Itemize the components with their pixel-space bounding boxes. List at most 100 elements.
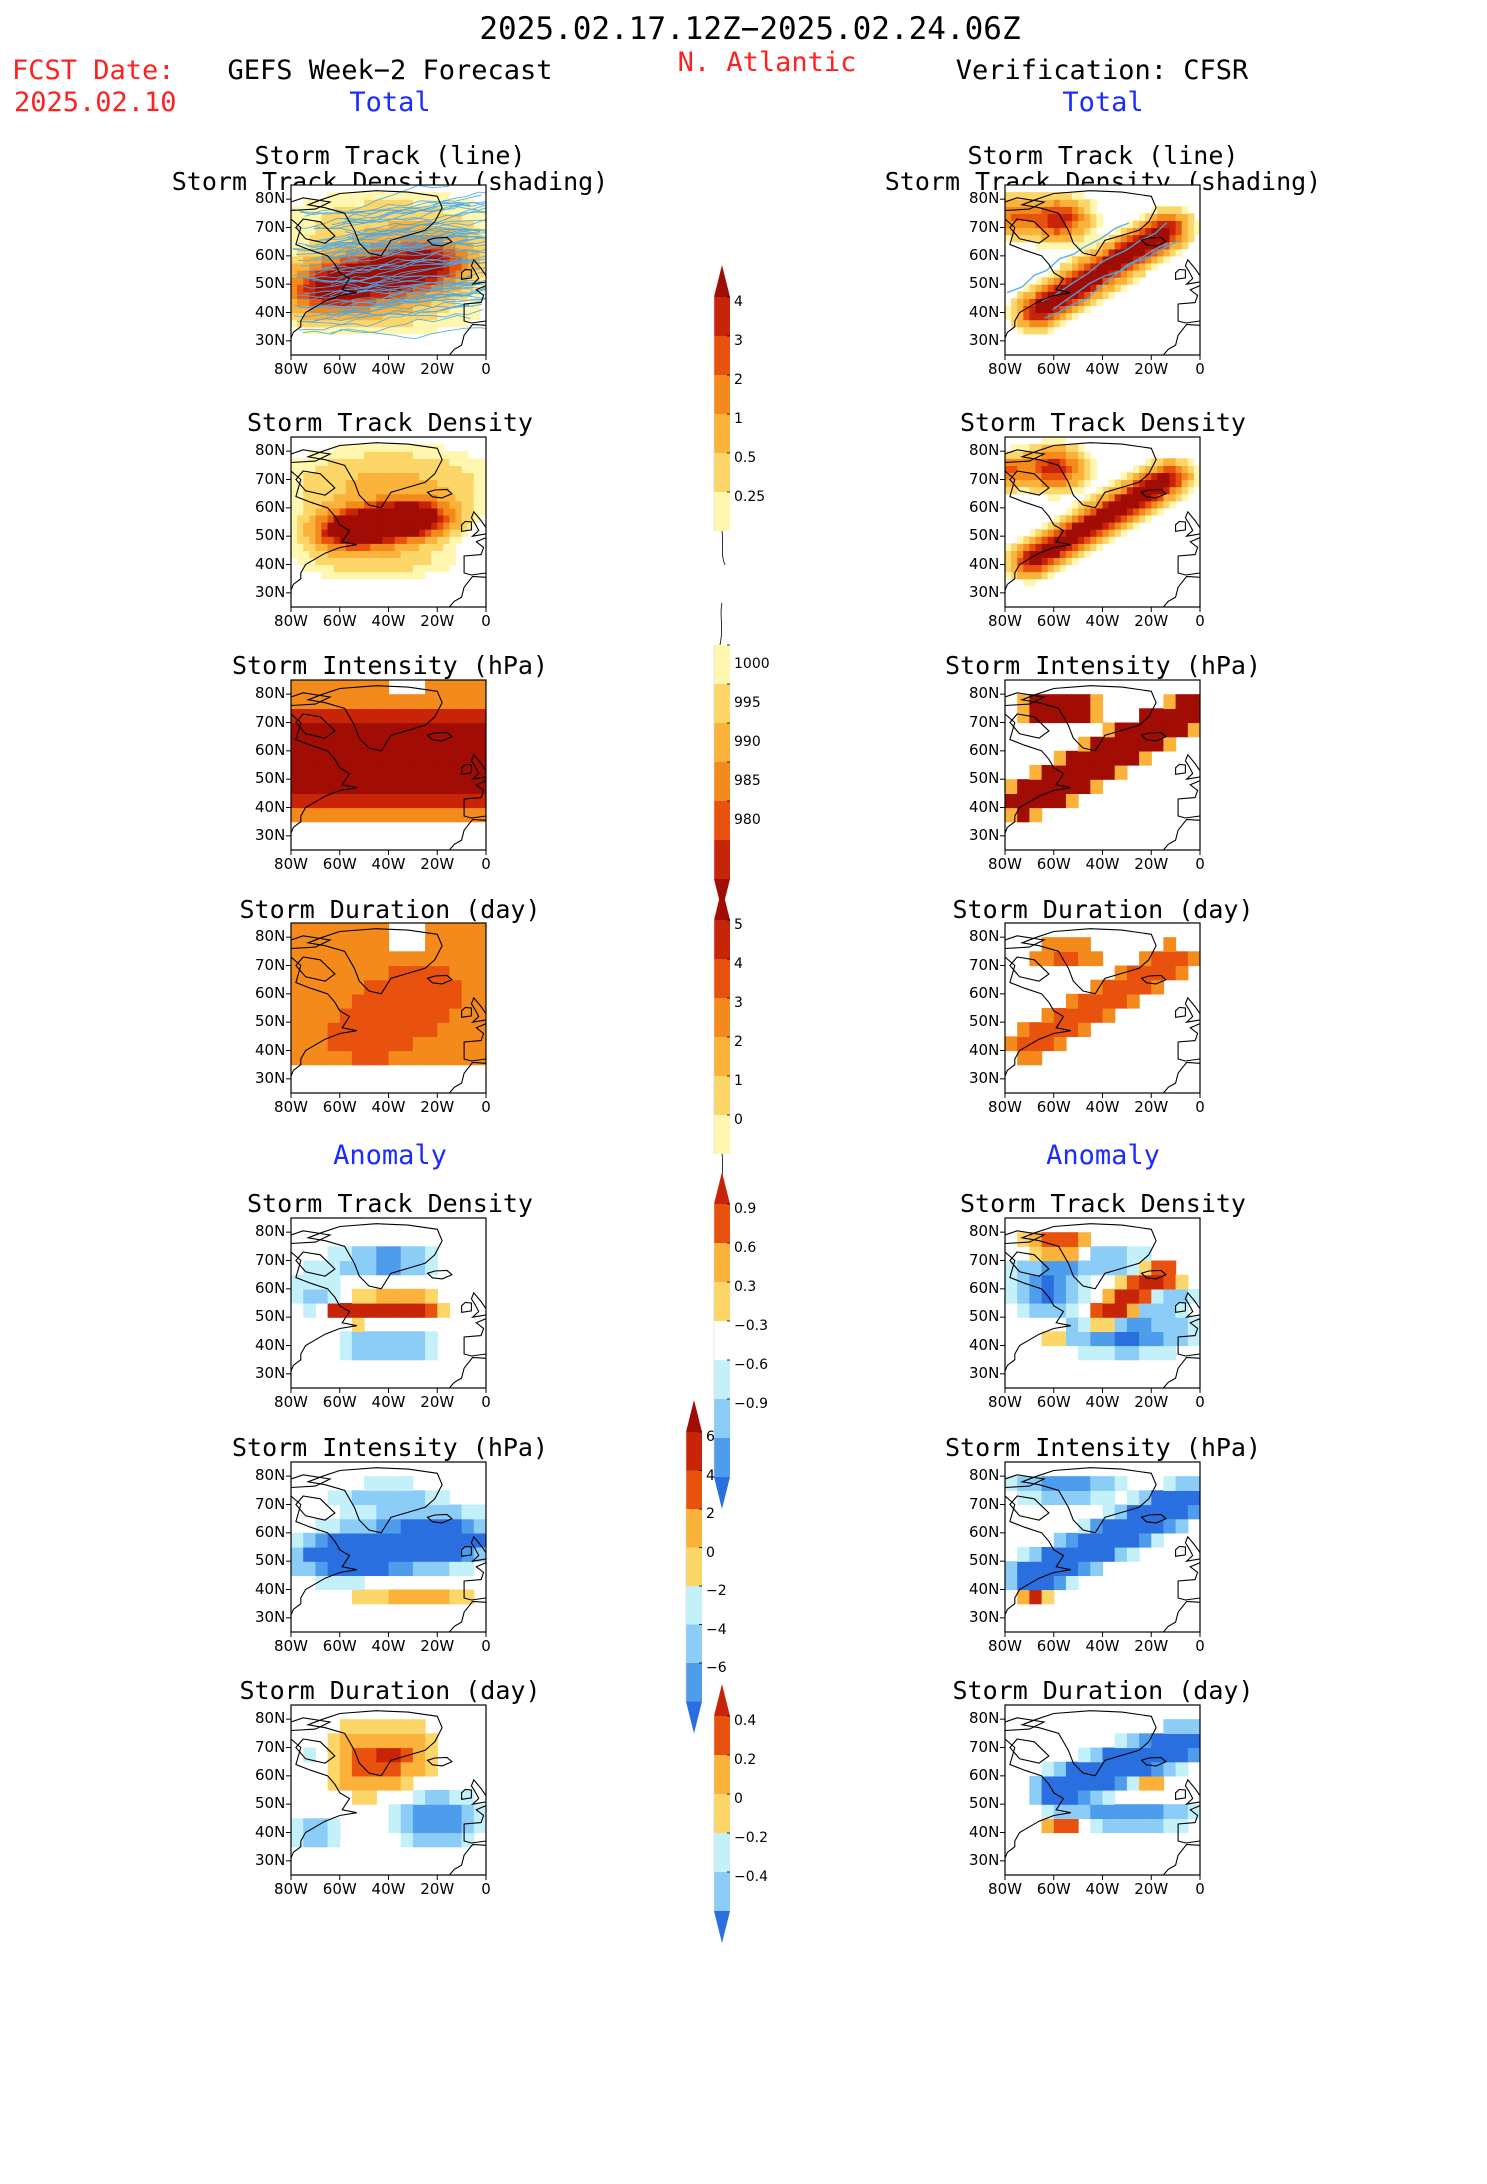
x-tick-left-6: 20W [420, 1637, 455, 1655]
colorbar-label-density_total: 3 [734, 333, 743, 349]
x-tick-left-1: 60W [322, 360, 357, 378]
x-tick-right-6: 0 [1195, 1637, 1205, 1655]
x-tick-left-4: 80W [274, 1098, 308, 1116]
x-tick-left-2: 0 [481, 612, 491, 630]
y-tick-right-1: 40N [969, 302, 1000, 321]
y-tick-left-7: 50N [255, 1794, 286, 1813]
x-tick-right-3: 20W [1134, 855, 1169, 873]
y-tick-left-1: 30N [255, 330, 286, 349]
y-tick-right-7: 70N [969, 1737, 1000, 1756]
fcst-date-value: 2025.02.10 [14, 87, 177, 118]
x-tick-right-5: 80W [988, 1393, 1022, 1411]
colorbar-label-duration_anom: −0.4 [734, 1869, 768, 1885]
y-tick-right-6: 80N [969, 1466, 1000, 1485]
x-tick-left-3: 60W [322, 855, 357, 873]
panel-title-right-1-1: Storm Track (line) [967, 141, 1239, 170]
y-tick-right-5: 50N [969, 1307, 1000, 1326]
y-tick-left-2: 70N [255, 469, 286, 488]
colorbar-label-density_total: 1 [734, 411, 743, 427]
x-tick-right-6: 80W [988, 1637, 1022, 1655]
anomaly-label-right: Anomaly [1046, 1140, 1160, 1171]
colorbar-label-intensity_anom: 0 [706, 1544, 715, 1561]
x-tick-right-1: 60W [1036, 360, 1071, 378]
y-tick-right-4: 30N [969, 1068, 1000, 1087]
y-tick-left-5: 70N [255, 1250, 286, 1269]
colorbar-label-intensity_anom: −6 [706, 1660, 727, 1676]
y-tick-left-4: 40N [255, 1040, 286, 1059]
y-tick-right-6: 50N [969, 1551, 1000, 1570]
colorbar-label-intensity_total: 980 [734, 811, 761, 828]
colorbar-label-duration_anom: 0 [734, 1791, 743, 1807]
x-tick-right-3: 80W [988, 855, 1022, 873]
total-label-left: Total [349, 87, 431, 118]
x-tick-left-1: 80W [274, 360, 308, 378]
colorbar-label-intensity_total: 995 [734, 694, 761, 711]
colorbar-label-duration_anom: −0.2 [734, 1830, 768, 1846]
y-tick-left-3: 50N [255, 769, 286, 788]
x-tick-left-2: 20W [420, 612, 455, 630]
colorbar-label-intensity_anom: −2 [706, 1583, 727, 1599]
y-tick-left-5: 30N [255, 1363, 286, 1382]
x-tick-left-6: 40W [371, 1637, 406, 1655]
y-tick-left-3: 60N [255, 740, 286, 759]
map-left-3 [286, 679, 487, 855]
map-right-1 [1000, 184, 1201, 360]
x-tick-right-2: 60W [1036, 612, 1071, 630]
y-tick-left-7: 40N [255, 1822, 286, 1841]
y-tick-left-2: 60N [255, 497, 286, 516]
y-tick-right-7: 80N [969, 1709, 1000, 1728]
panel-title-right-5-1: Storm Track Density [960, 1189, 1246, 1218]
panel-title-left-2-1: Storm Track Density [247, 408, 533, 437]
colorbar-label-density_anom: −0.6 [734, 1357, 768, 1373]
y-tick-left-1: 70N [255, 217, 286, 236]
x-tick-left-5: 40W [371, 1393, 406, 1411]
y-tick-right-7: 30N [969, 1850, 1000, 1869]
colorbar-duration_total [713, 888, 730, 1189]
x-tick-left-1: 20W [420, 360, 455, 378]
x-tick-right-1: 80W [988, 360, 1022, 378]
x-tick-right-6: 60W [1036, 1637, 1071, 1655]
colorbar-label-intensity_total: 990 [734, 733, 761, 750]
colorbar-label-duration_anom: 0.2 [734, 1752, 757, 1768]
y-tick-left-4: 80N [255, 927, 286, 946]
x-tick-right-6: 20W [1134, 1637, 1169, 1655]
x-tick-right-6: 40W [1085, 1637, 1120, 1655]
x-tick-right-4: 60W [1036, 1098, 1071, 1116]
y-tick-right-1: 60N [969, 245, 1000, 264]
gefs-storm-track-figure: 2025.02.17.12Z−2025.02.24.06Z FCST Date:… [12, 14, 1321, 1943]
y-tick-left-3: 70N [255, 712, 286, 731]
panel-title-right-2-1: Storm Track Density [960, 408, 1246, 437]
y-tick-right-5: 80N [969, 1222, 1000, 1241]
y-tick-right-6: 30N [969, 1607, 1000, 1626]
y-tick-right-4: 60N [969, 983, 1000, 1002]
y-tick-right-4: 80N [969, 927, 1000, 946]
x-tick-left-5: 60W [322, 1393, 357, 1411]
x-tick-left-4: 0 [481, 1098, 491, 1116]
y-tick-left-2: 30N [255, 582, 286, 601]
map-left-7 [286, 1704, 487, 1880]
colorbar-label-duration_anom: 0.4 [734, 1713, 757, 1729]
y-tick-left-6: 40N [255, 1579, 286, 1598]
x-tick-left-4: 20W [420, 1098, 455, 1116]
total-label-right: Total [1062, 87, 1144, 118]
y-tick-right-4: 40N [969, 1040, 1000, 1059]
x-tick-right-1: 20W [1134, 360, 1169, 378]
x-tick-right-3: 60W [1036, 855, 1071, 873]
x-tick-right-7: 20W [1134, 1880, 1169, 1898]
y-tick-left-1: 40N [255, 302, 286, 321]
y-tick-right-2: 40N [969, 554, 1000, 573]
x-tick-left-7: 0 [481, 1880, 491, 1898]
forecast-title: GEFS Week−2 Forecast [227, 55, 553, 86]
x-tick-left-4: 40W [371, 1098, 406, 1116]
x-tick-right-4: 0 [1195, 1098, 1205, 1116]
y-tick-right-5: 60N [969, 1278, 1000, 1297]
y-tick-left-3: 40N [255, 797, 286, 816]
x-tick-right-5: 20W [1134, 1393, 1169, 1411]
colorbar-label-density_anom: 0.6 [734, 1240, 757, 1256]
colorbar-intensity_anom [685, 1400, 702, 1734]
x-tick-left-5: 80W [274, 1393, 308, 1411]
y-tick-left-2: 80N [255, 441, 286, 460]
x-tick-left-3: 80W [274, 855, 308, 873]
colorbar-label-duration_total: 1 [734, 1073, 743, 1089]
map-left-2 [286, 436, 487, 612]
